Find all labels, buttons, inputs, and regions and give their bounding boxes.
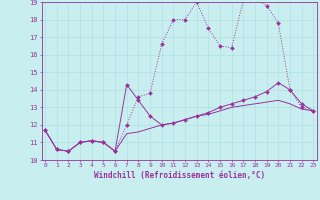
X-axis label: Windchill (Refroidissement éolien,°C): Windchill (Refroidissement éolien,°C) bbox=[94, 171, 265, 180]
